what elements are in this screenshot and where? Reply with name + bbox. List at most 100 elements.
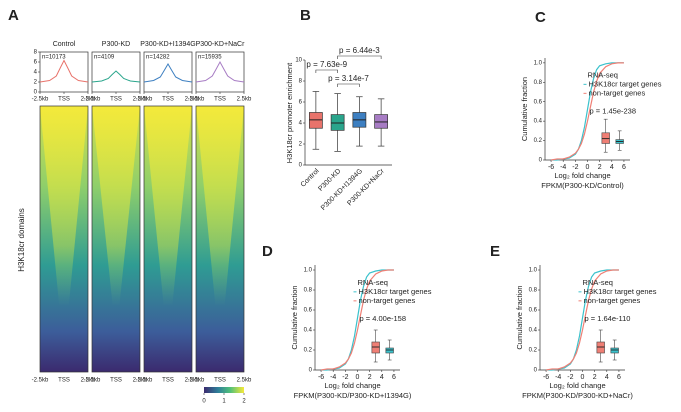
y-axis-label: H3K18cr promoter enrichment [285,62,294,163]
p-value: p = 6.44e-3 [339,46,380,55]
y-tick-label: 8 [299,79,303,85]
y-tick-label: 0.4 [304,328,313,334]
panel-letter: A [8,7,19,24]
x-tick-label: 6 [622,164,626,171]
x-tick-label: 2 [593,374,597,381]
y-tick-label: 8 [34,50,38,56]
x-tick-label: 2.5kb [185,97,200,103]
p-value: p = 1.45e-238 [590,106,637,115]
x-tick-label: -4 [330,374,336,381]
x-tick-label: 2.5kb [237,97,252,103]
y-axis-label: H3K18cr domains [17,208,26,272]
heatmap-core [40,106,88,306]
x-tick-label: -2.5kb [188,97,205,103]
legend-title: RNA-seq [588,70,618,79]
colorbar [204,387,244,393]
x-tick-label: 6 [617,374,621,381]
profile-title: P300-KD [102,41,130,48]
x-tick-label: TSS [110,378,122,384]
x-tick-label: 4 [380,374,384,381]
count-label: n=15935 [198,55,222,61]
x-tick-label: -6 [543,374,549,381]
x-axis-subtitle: FPKM(P300-KD/P300-KD+NaCr) [522,391,633,400]
inset-box [610,347,619,354]
legend-label: H3K18cr target genes [584,287,657,296]
y-tick-label: 0.6 [304,308,313,314]
count-label: n=10173 [42,55,66,61]
colorbar-tick-label: 0 [202,399,206,405]
y-tick-label: 1.0 [304,268,313,274]
y-tick-label: 0.8 [529,288,538,294]
x-tick-label: 4 [605,374,609,381]
profile-line [91,70,141,83]
heatmap-frame [143,105,193,373]
heatmap-core [92,106,140,306]
y-axis-label: Cumulative fraction [520,77,529,141]
legend-label: non-target genes [584,296,641,305]
cdf-line [321,269,394,371]
x-tick-label: -2 [567,374,573,381]
inset-box [385,347,394,354]
inset-box [371,341,380,354]
x-tick-label: TSS [214,97,226,103]
profile-title: P300-KD+I1394G [140,41,195,48]
heatmap-frame [195,105,245,373]
x-tick-label: 2.5kb [185,378,200,384]
legend-label: H3K18cr target genes [589,79,662,88]
x-tick-label: -2.5kb [32,97,49,103]
legend-label: non-target genes [359,296,416,305]
heatmap-core [144,106,192,306]
y-tick-label: 6 [299,100,303,106]
y-tick-label: 0 [539,158,543,164]
profile-title: Control [53,41,76,48]
x-tick-label: 6 [392,374,396,381]
x-tick-label: 2.5kb [81,378,96,384]
profile-line [195,60,245,83]
bracket [315,69,338,73]
inset-box [601,132,610,144]
cdf-line [551,62,624,161]
panel-letter: B [300,7,311,24]
x-tick-label: 2.5kb [133,97,148,103]
heatmap-core [196,106,244,306]
x-tick-label: -2.5kb [84,97,101,103]
bracket [337,83,360,87]
profile-line [143,63,193,83]
x-axis-label: Log₂ fold change [554,171,610,180]
x-tick-label: 2.5kb [237,378,252,384]
x-tick-label: -2.5kb [136,378,153,384]
x-tick-label: Control [300,167,321,188]
x-tick-label: TSS [58,378,70,384]
panel-letter: C [535,9,546,26]
cdf-line [321,269,394,371]
x-tick-label: 4 [610,164,614,171]
x-tick-label: 0 [586,164,590,171]
legend-title: RNA-seq [583,278,613,287]
x-tick-label: 2 [368,374,372,381]
inset-box [596,341,605,354]
y-tick-label: 0 [299,163,303,169]
y-tick-label: 0.2 [529,348,538,354]
x-tick-label: TSS [58,97,70,103]
y-axis-label: Cumulative fraction [515,285,524,349]
legend-label: non-target genes [589,88,646,97]
y-tick-label: 2 [34,80,38,86]
x-tick-label: -2 [572,164,578,171]
legend-title: RNA-seq [358,278,388,287]
x-axis-subtitle: FPKM(P300-KD/Control) [541,181,624,190]
x-tick-label: -2.5kb [188,378,205,384]
x-tick-label: 0 [581,374,585,381]
x-tick-label: TSS [214,378,226,384]
y-tick-label: 1.0 [534,60,543,66]
x-tick-label: TSS [162,97,174,103]
cdf-line [546,269,619,371]
x-tick-label: 2.5kb [133,378,148,384]
y-tick-label: 2 [299,142,303,148]
y-tick-label: 0.4 [534,119,543,125]
x-tick-label: 2 [598,164,602,171]
y-tick-label: 0 [34,90,38,96]
y-tick-label: 0.8 [304,288,313,294]
bracket [337,55,382,59]
y-tick-label: 0.2 [534,138,543,144]
